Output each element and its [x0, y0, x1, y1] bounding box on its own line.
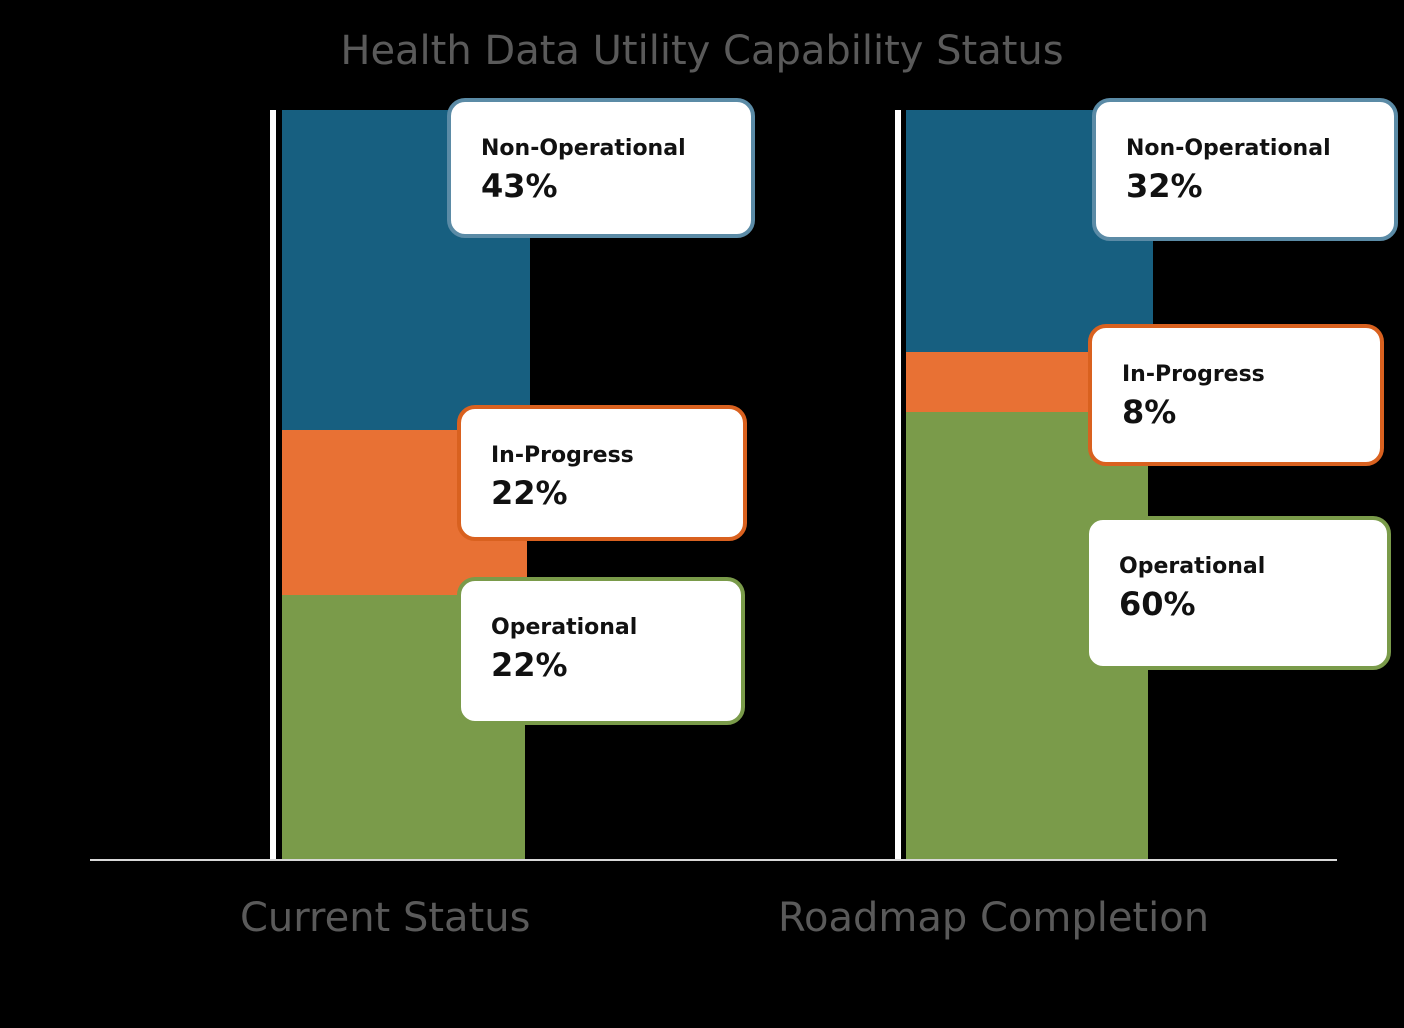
callout-label: Operational — [1119, 554, 1266, 579]
callout-value: 60% — [1119, 585, 1196, 623]
callout-label: Operational — [491, 615, 638, 640]
callout-value: 32% — [1126, 167, 1203, 205]
callout-operational-current: Operational 22% — [457, 577, 745, 725]
category-label-roadmap: Roadmap Completion — [778, 895, 1210, 941]
x-axis-baseline — [90, 859, 1337, 861]
callout-operational-roadmap: Operational 60% — [1085, 516, 1391, 670]
callout-in-progress-roadmap: In-Progress 8% — [1088, 324, 1384, 466]
callout-value: 22% — [491, 474, 568, 512]
callout-label: In-Progress — [1122, 362, 1265, 387]
chart-title: Health Data Utility Capability Status — [340, 28, 1064, 74]
category-label-current: Current Status — [240, 895, 531, 941]
callout-label: Non-Operational — [481, 136, 686, 161]
callout-label: Non-Operational — [1126, 136, 1331, 161]
callout-label: In-Progress — [491, 443, 634, 468]
callout-in-progress-current: In-Progress 22% — [457, 405, 747, 541]
callout-value: 22% — [491, 646, 568, 684]
callout-non-operational-current: Non-Operational 43% — [447, 98, 755, 238]
callout-value: 8% — [1122, 393, 1177, 431]
bar-axis-line-current — [270, 110, 276, 860]
bar-axis-line-roadmap — [895, 110, 901, 860]
callout-value: 43% — [481, 167, 558, 205]
callout-non-operational-roadmap: Non-Operational 32% — [1092, 98, 1398, 241]
